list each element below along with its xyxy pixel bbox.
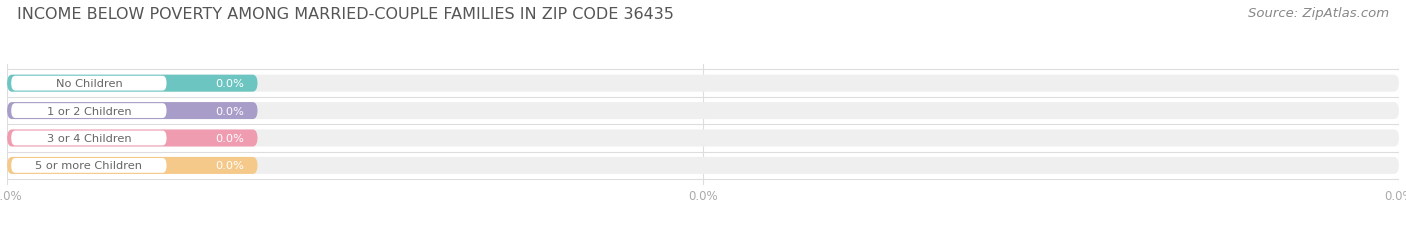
FancyBboxPatch shape bbox=[11, 104, 166, 119]
Text: 3 or 4 Children: 3 or 4 Children bbox=[46, 134, 131, 143]
Text: 1 or 2 Children: 1 or 2 Children bbox=[46, 106, 131, 116]
FancyBboxPatch shape bbox=[11, 158, 166, 173]
FancyBboxPatch shape bbox=[7, 75, 257, 92]
FancyBboxPatch shape bbox=[7, 157, 257, 174]
Text: 0.0%: 0.0% bbox=[215, 161, 243, 171]
FancyBboxPatch shape bbox=[7, 130, 257, 147]
FancyBboxPatch shape bbox=[7, 103, 257, 120]
Text: 0.0%: 0.0% bbox=[215, 106, 243, 116]
Text: Source: ZipAtlas.com: Source: ZipAtlas.com bbox=[1249, 7, 1389, 20]
Text: 0.0%: 0.0% bbox=[215, 79, 243, 89]
Text: No Children: No Children bbox=[55, 79, 122, 89]
Text: 0.0%: 0.0% bbox=[215, 134, 243, 143]
Text: INCOME BELOW POVERTY AMONG MARRIED-COUPLE FAMILIES IN ZIP CODE 36435: INCOME BELOW POVERTY AMONG MARRIED-COUPL… bbox=[17, 7, 673, 22]
FancyBboxPatch shape bbox=[7, 130, 1399, 147]
FancyBboxPatch shape bbox=[7, 75, 1399, 92]
Text: 5 or more Children: 5 or more Children bbox=[35, 161, 142, 171]
FancyBboxPatch shape bbox=[11, 131, 166, 146]
FancyBboxPatch shape bbox=[11, 76, 166, 91]
FancyBboxPatch shape bbox=[7, 157, 1399, 174]
FancyBboxPatch shape bbox=[7, 103, 1399, 120]
